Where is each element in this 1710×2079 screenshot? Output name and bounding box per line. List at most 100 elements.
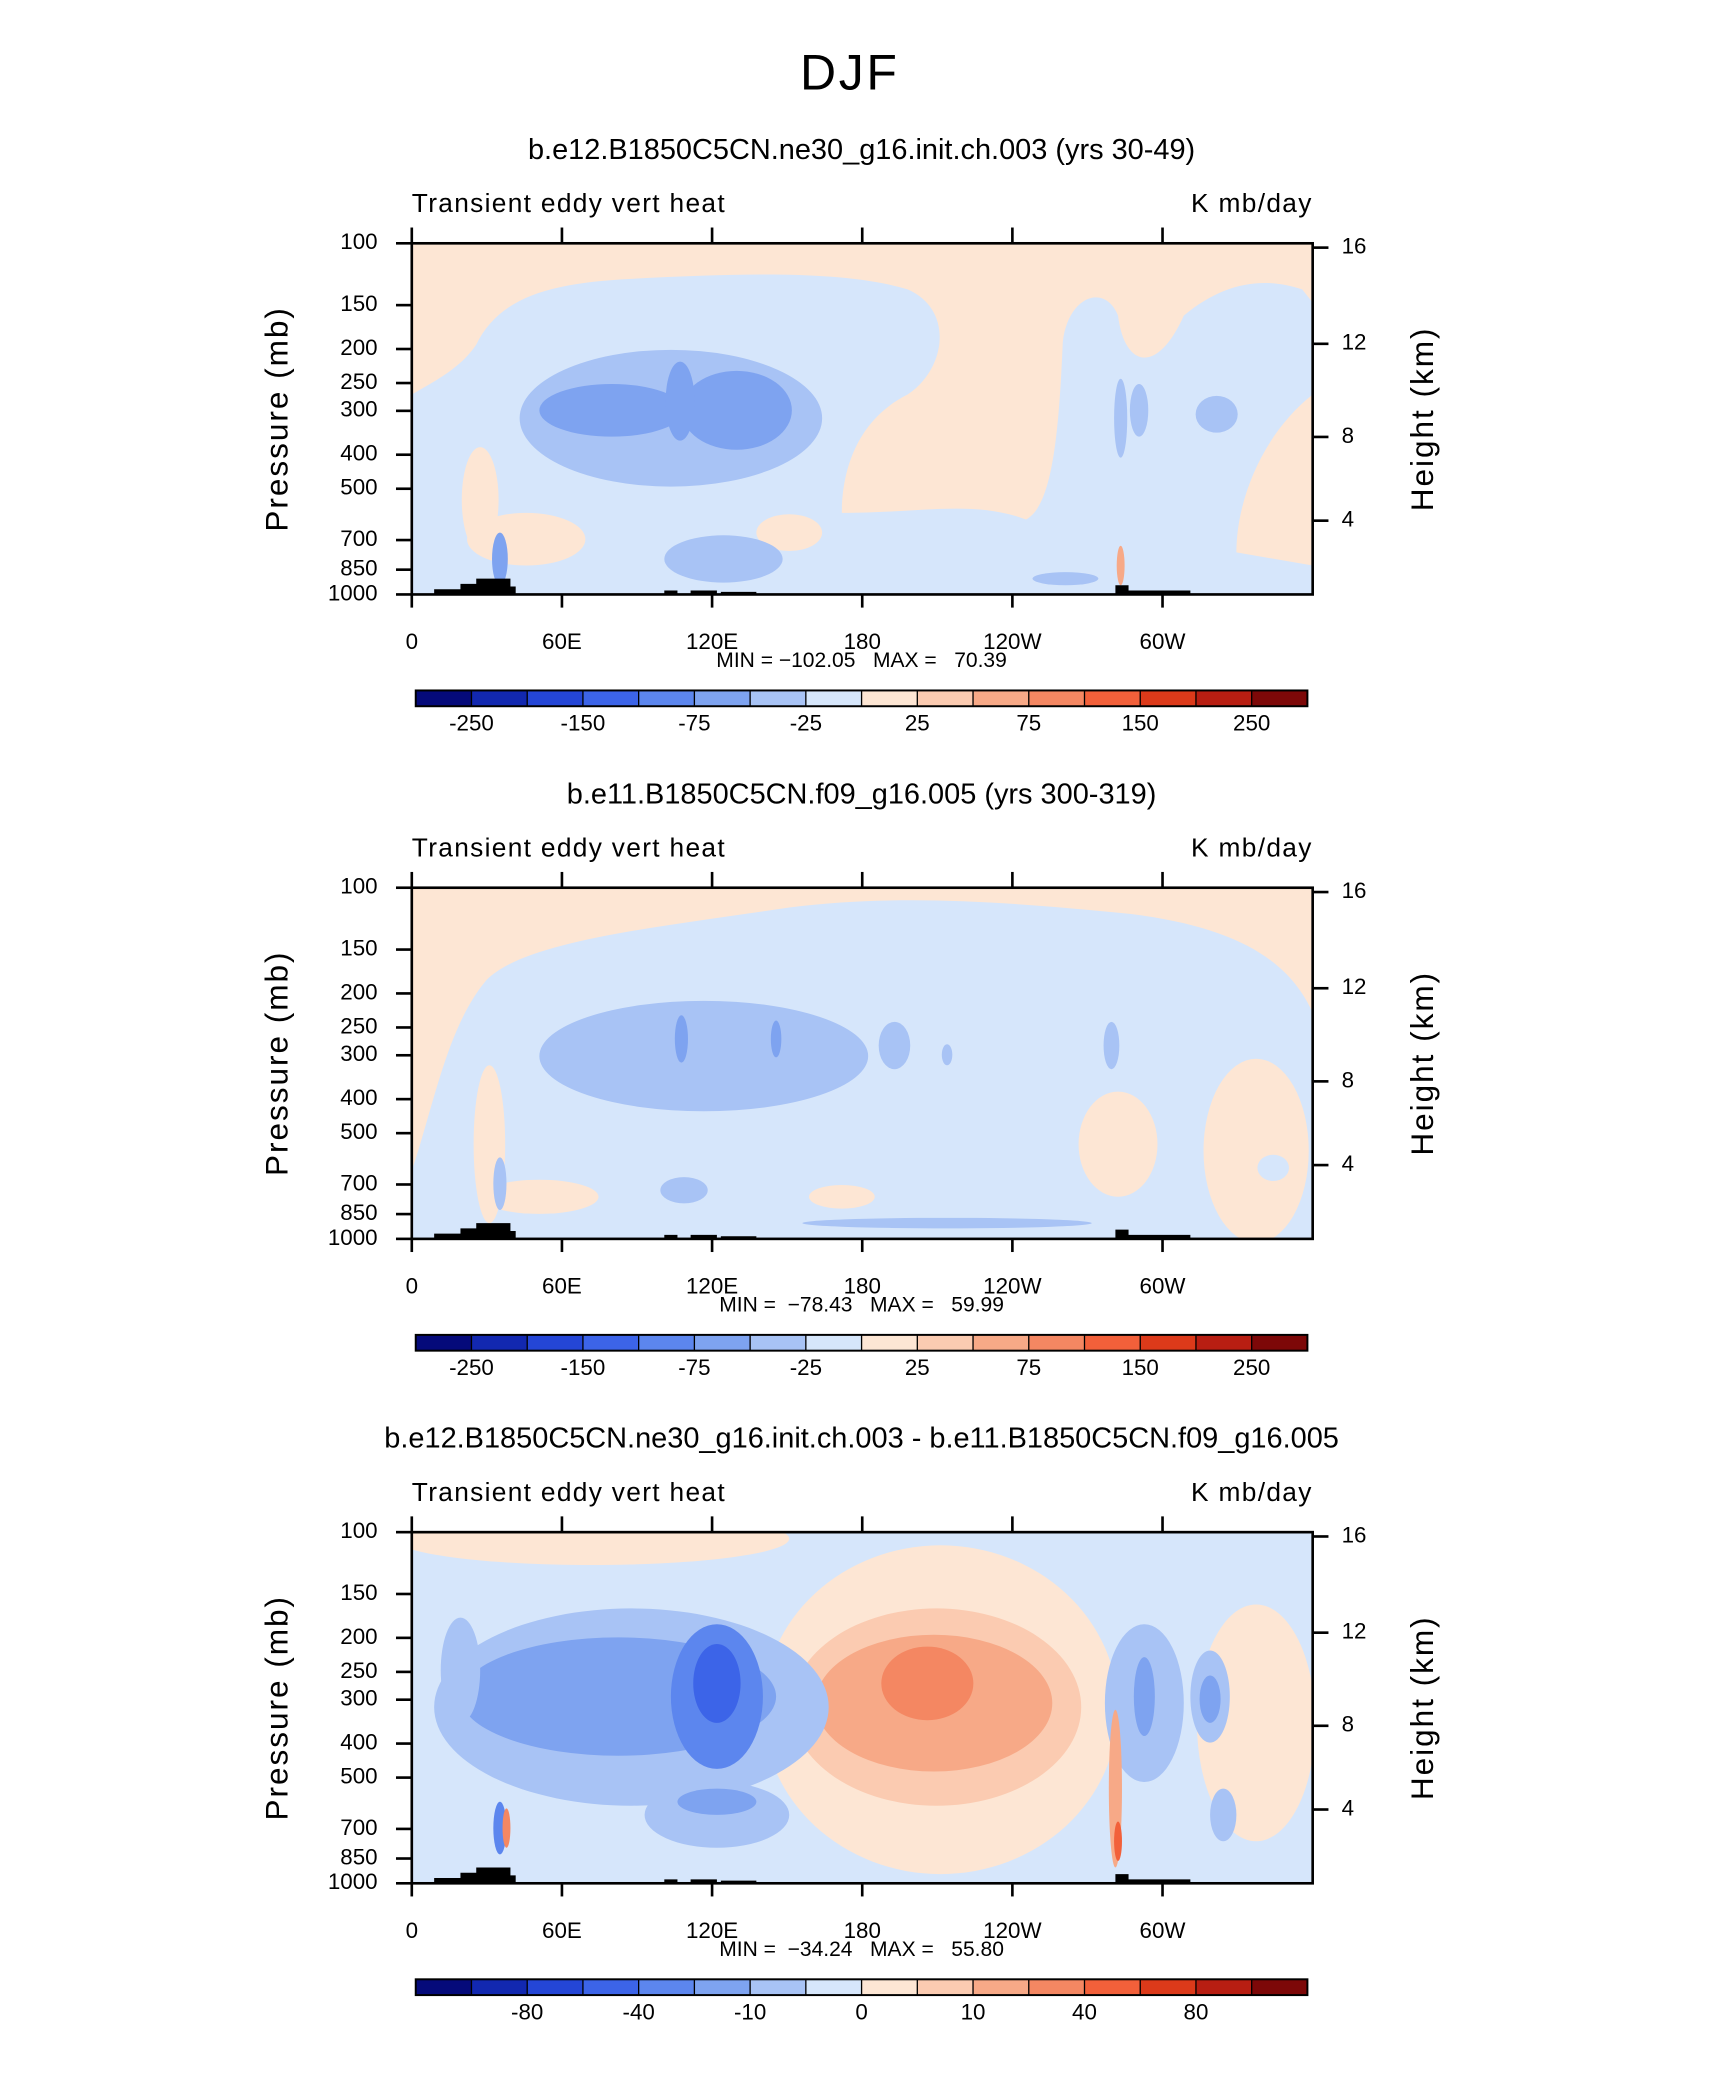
y-tick-label: 150 — [340, 291, 377, 316]
contour-fill — [1114, 1821, 1122, 1861]
colorbar-box — [1251, 1334, 1308, 1351]
colorbar-label: -250 — [449, 1355, 494, 1380]
left-string: Transient eddy vert heat — [412, 1477, 726, 1507]
contour-shapes — [411, 1532, 1313, 1884]
min-max: MIN = −78.43 MAX = 59.99 — [719, 1294, 1004, 1317]
topography — [434, 1223, 1191, 1239]
colorbar-box — [917, 1334, 974, 1351]
contour-fill — [440, 1617, 481, 1723]
y-tick-label: 850 — [340, 1200, 377, 1225]
y2-tick-label: 16 — [1342, 1522, 1367, 1547]
x-tick-label: 60E — [542, 1918, 582, 1943]
contour-shapes — [411, 243, 1313, 595]
colorbar-box — [471, 1979, 528, 1996]
colorbar-box — [527, 690, 583, 707]
contour-fill — [502, 1808, 511, 1848]
y2-axis-label: Height (km) — [1404, 327, 1440, 512]
right-string: K mb/day — [1191, 1477, 1313, 1507]
left-string: Transient eddy vert heat — [412, 188, 726, 218]
y-tick-label: 400 — [340, 441, 377, 466]
x-tick-label: 120W — [983, 1273, 1042, 1298]
colorbar-label: -75 — [678, 1355, 710, 1380]
colorbar-box — [638, 1979, 695, 1996]
contour-fill — [681, 370, 792, 450]
contour-fill — [693, 1643, 741, 1723]
colorbar-box — [1140, 690, 1196, 707]
contour-fill — [1195, 395, 1238, 433]
colorbar-box — [750, 1334, 806, 1351]
colorbar-box — [861, 1979, 918, 1996]
x-tick-label: 0 — [406, 629, 418, 654]
contour-fill — [1116, 545, 1125, 586]
contour-fill — [664, 535, 783, 583]
min-max: MIN = −102.05 MAX = 70.39 — [716, 649, 1007, 672]
y2-tick-label: 4 — [1342, 1795, 1354, 1820]
contour-field — [411, 243, 1313, 595]
contour-fill — [492, 532, 508, 586]
panel-title: b.e11.B1850C5CN.f09_g16.005 (yrs 300-319… — [567, 778, 1157, 810]
colorbar-box — [638, 1334, 695, 1351]
y-tick-label: 1000 — [328, 1869, 378, 1894]
colorbar-box — [861, 690, 918, 707]
contour-fill — [539, 1000, 869, 1112]
colorbar-label: -150 — [561, 711, 606, 736]
y-tick-label: 300 — [340, 397, 377, 422]
contour-fill — [941, 1044, 953, 1066]
colorbar-box — [582, 690, 639, 707]
x-tick-label: 60W — [1140, 1273, 1187, 1298]
colorbar-label: 150 — [1122, 1355, 1159, 1380]
y-tick-label: 100 — [340, 1518, 377, 1543]
y-tick-label: 300 — [340, 1686, 377, 1711]
colorbar-label: -80 — [511, 1999, 543, 2024]
colorbar-box — [415, 1979, 472, 1996]
y-tick-label: 700 — [340, 526, 377, 551]
colorbar-box — [1195, 690, 1252, 707]
colorbar-box — [1140, 1979, 1196, 1996]
colorbar-box — [1251, 1979, 1308, 1996]
left-string: Transient eddy vert heat — [412, 833, 726, 863]
contour-field — [411, 887, 1313, 1239]
contour-fill — [802, 1217, 1092, 1229]
y-tick-label: 400 — [340, 1729, 377, 1754]
x-tick-label: 60W — [1140, 629, 1187, 654]
topography — [434, 1867, 1191, 1884]
y2-tick-label: 8 — [1342, 1067, 1354, 1092]
colorbar-box — [973, 1334, 1029, 1351]
colorbar-label: 80 — [1184, 1999, 1209, 2024]
colorbar-box — [471, 690, 528, 707]
colorbar-label: 250 — [1233, 1355, 1270, 1380]
colorbar-box — [973, 690, 1029, 707]
colorbar-box — [694, 1979, 751, 1996]
x-tick-label: 60E — [542, 629, 582, 654]
colorbar-box — [973, 1979, 1029, 1996]
colorbar-label: -75 — [678, 711, 710, 736]
contour-fill — [1133, 1657, 1155, 1737]
y-tick-label: 400 — [340, 1085, 377, 1110]
y-tick-label: 500 — [340, 1764, 377, 1789]
y-tick-label: 200 — [340, 1624, 377, 1649]
contour-fill — [1199, 1675, 1221, 1723]
right-string: K mb/day — [1191, 188, 1313, 218]
colorbar-label: 0 — [855, 1999, 867, 2024]
colorbar-box — [638, 690, 695, 707]
x-tick-label: 120E — [686, 629, 738, 654]
colorbar-box — [805, 690, 862, 707]
contour-fill — [1203, 1058, 1309, 1239]
colorbar-label: 40 — [1072, 1999, 1097, 2024]
y-tick-label: 850 — [340, 1844, 377, 1869]
x-tick-label: 60E — [542, 1273, 582, 1298]
colorbar-box — [1084, 690, 1141, 707]
contour-fill — [1129, 384, 1149, 437]
contour-fill — [493, 1801, 507, 1855]
min-max: MIN = −34.24 MAX = 55.80 — [719, 1938, 1004, 1961]
y2-tick-label: 4 — [1342, 1151, 1354, 1176]
y-axis-label: Pressure (mb) — [258, 951, 294, 1176]
colorbar-box — [1251, 690, 1308, 707]
contour-fill — [1032, 572, 1099, 586]
colorbar-box — [415, 690, 472, 707]
colorbar-box — [1084, 1979, 1141, 1996]
x-tick-label: 180 — [844, 1918, 881, 1943]
y-tick-label: 150 — [340, 935, 377, 960]
colorbar-box — [805, 1979, 862, 1996]
